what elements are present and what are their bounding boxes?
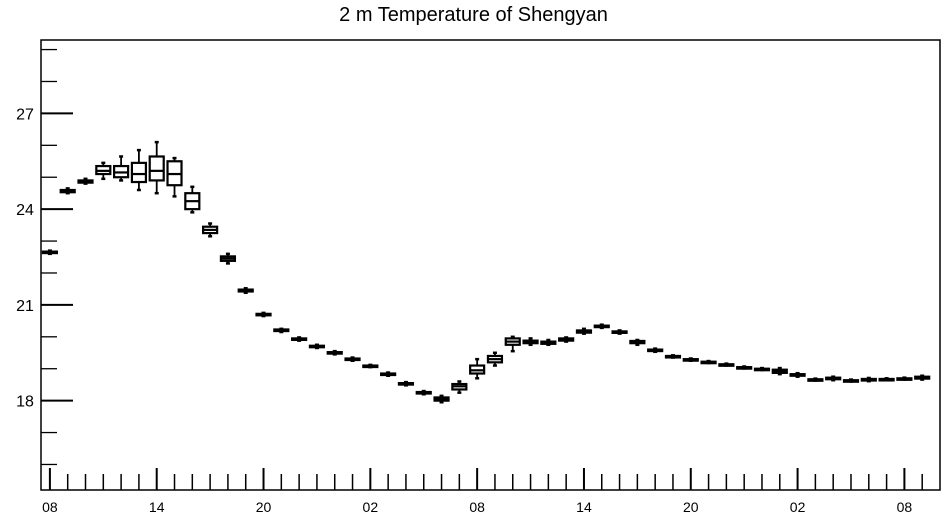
box-plot	[771, 366, 788, 376]
box-plot	[629, 338, 646, 347]
box-plot	[593, 323, 610, 330]
box-plot	[807, 377, 824, 382]
box-plot	[860, 376, 877, 383]
box-plot	[451, 380, 468, 394]
box-plot	[184, 185, 201, 214]
x-tick-label: 02	[363, 499, 379, 515]
box-plot	[397, 380, 415, 387]
box-plot	[326, 349, 343, 356]
box-plot	[308, 343, 326, 350]
box-plot	[842, 378, 860, 383]
x-tick-label: 08	[42, 499, 58, 515]
y-tick-label: 27	[16, 106, 34, 123]
box-plot	[878, 377, 895, 382]
box-plot	[380, 371, 397, 377]
box-plot	[700, 359, 717, 365]
box-body	[130, 161, 148, 184]
box-plot	[575, 327, 593, 335]
box-plot	[166, 156, 183, 198]
box-plot	[540, 338, 557, 347]
box-plot	[291, 336, 308, 342]
box-plot	[415, 389, 432, 396]
box-plot	[41, 249, 59, 256]
x-tick-label: 02	[790, 499, 806, 515]
y-axis: 18 21 24 27	[16, 48, 73, 466]
y-tick-label: 24	[16, 202, 34, 219]
box-plot	[486, 351, 504, 367]
box-plot	[914, 374, 931, 381]
y-tick-label: 18	[16, 394, 34, 411]
y-tick-label: 21	[16, 298, 34, 315]
x-tick-label: 14	[576, 499, 592, 515]
box-plot	[130, 148, 148, 192]
box-series	[41, 140, 931, 404]
box-plot	[113, 155, 130, 182]
box-plot	[896, 376, 913, 381]
box-plot	[469, 357, 486, 380]
x-tick-label: 08	[469, 499, 485, 515]
box-plot	[95, 161, 112, 181]
box-plot	[77, 177, 94, 185]
box-plot	[647, 347, 664, 354]
plot-frame	[40, 39, 941, 491]
chart-title: 2 m Temperature of Shengyan	[339, 4, 608, 26]
box-plot	[718, 362, 735, 367]
box-plot	[504, 335, 521, 353]
box-plot	[753, 366, 771, 372]
box-plot	[344, 356, 361, 362]
box-plot	[255, 311, 272, 318]
box-plot	[362, 363, 379, 369]
box-plot	[611, 329, 628, 335]
box-plot	[825, 375, 842, 382]
box-plot	[433, 394, 450, 404]
box-plot	[59, 187, 76, 195]
box-plot	[237, 287, 254, 295]
x-tick-label: 20	[256, 499, 272, 515]
x-tick-label: 08	[897, 499, 913, 515]
x-axis: 08 14 20 02 08 14 20 02 08	[42, 468, 923, 515]
box-plot	[682, 357, 699, 362]
box-plot	[273, 327, 290, 334]
box-body	[148, 155, 165, 182]
box-plot	[148, 140, 165, 195]
box-plot	[202, 222, 219, 238]
box-plot	[558, 336, 575, 343]
box-plot	[664, 354, 682, 359]
x-tick-label: 14	[149, 499, 165, 515]
box-plot	[736, 365, 753, 370]
x-tick-label: 20	[683, 499, 699, 515]
box-plot	[219, 252, 237, 265]
box-plot	[789, 371, 806, 378]
box-plot	[522, 337, 539, 347]
